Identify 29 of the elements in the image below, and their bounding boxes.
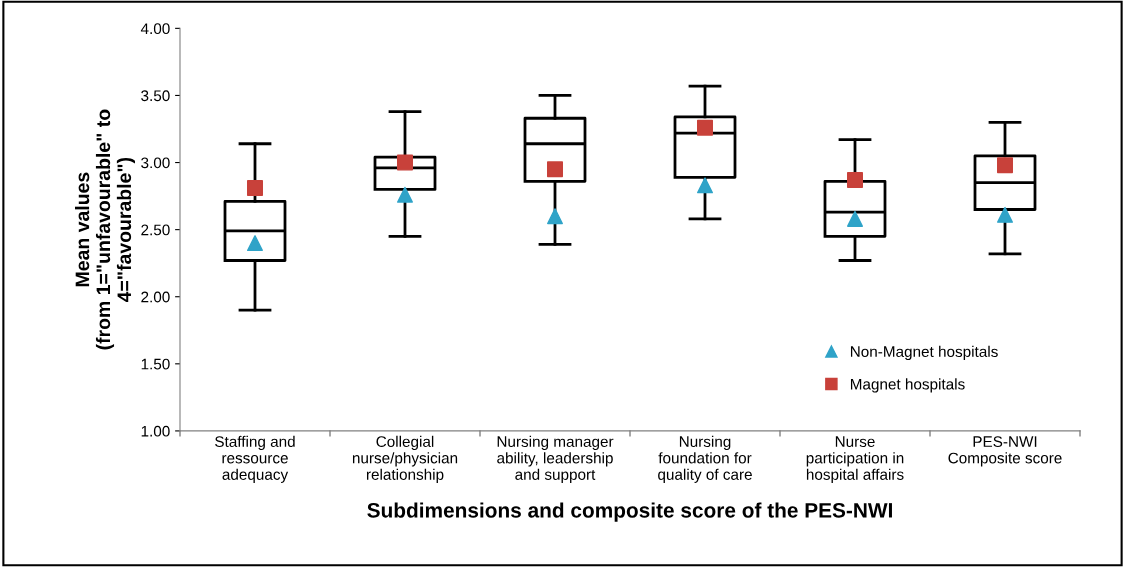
y-tick-label: 2.50 bbox=[141, 224, 170, 236]
y-tick-label: 1.50 bbox=[141, 358, 170, 370]
x-tick-label: Nursing manager ability, leadership and support bbox=[497, 435, 614, 483]
point bbox=[547, 161, 563, 178]
point bbox=[247, 180, 263, 197]
x-axis-title: Subdimensions and composite score of the PES-NWI bbox=[367, 502, 892, 522]
point bbox=[397, 154, 413, 171]
legend-label: Magnet hospitals bbox=[850, 378, 965, 393]
y-tick-label: 3.50 bbox=[141, 90, 170, 102]
y-tick-label: 1.00 bbox=[141, 425, 170, 437]
point bbox=[997, 157, 1013, 174]
y-tick-label: 3.00 bbox=[141, 157, 170, 169]
y-tick-label: 4.00 bbox=[140, 23, 170, 35]
x-tick-label: Nurse participation in hospital affairs bbox=[806, 436, 904, 483]
y-axis-title: Mean values (from 1="unfavourable" to 4="favourable") bbox=[74, 109, 135, 350]
point bbox=[247, 235, 263, 252]
x-tick-label: PES-NWI Composite score bbox=[948, 436, 1062, 467]
point bbox=[697, 177, 713, 194]
point bbox=[847, 172, 863, 188]
point bbox=[847, 210, 863, 227]
point bbox=[397, 186, 413, 203]
legend-label: Non-Magnet hospitals bbox=[850, 345, 998, 361]
point bbox=[547, 208, 563, 225]
point bbox=[997, 206, 1013, 223]
x-tick-label: Nursing foundation for quality of care bbox=[658, 435, 752, 483]
x-tick-label: Staffing and ressource adequacy bbox=[215, 435, 295, 483]
x-tick-label: Collegial nurse/physician relationship bbox=[352, 435, 458, 483]
point bbox=[697, 119, 713, 136]
y-tick-label: 2.00 bbox=[141, 291, 170, 303]
